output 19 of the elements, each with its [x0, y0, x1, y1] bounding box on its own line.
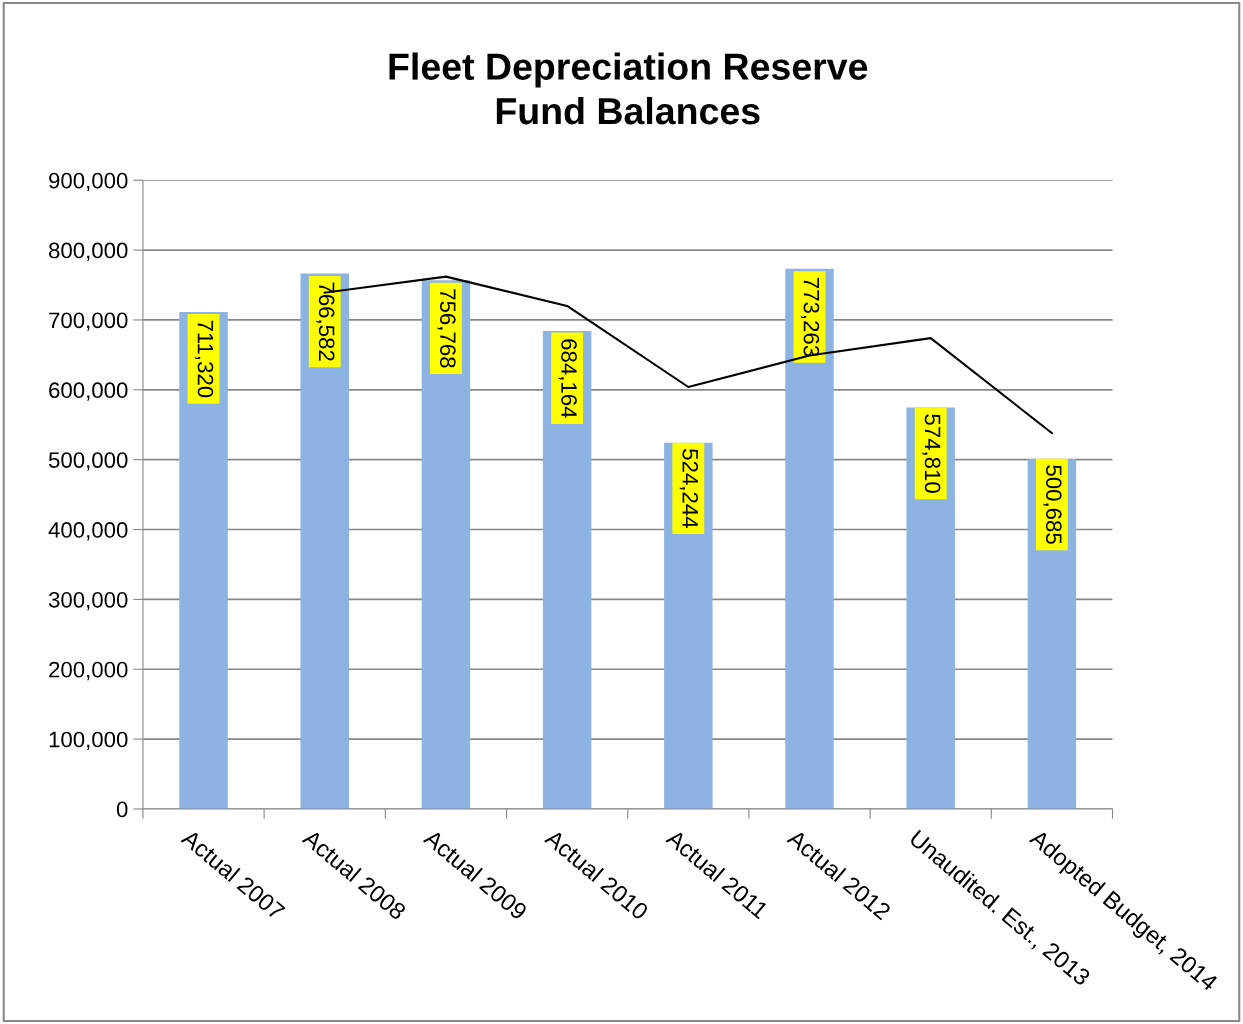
data-label: 500,685	[1043, 465, 1062, 544]
y-tick-label: 600,000	[49, 382, 128, 401]
y-tick-label: 500,000	[48, 452, 128, 471]
y-tick-label: 0	[116, 801, 128, 818]
data-label: 773,263	[800, 278, 820, 357]
y-tick-label: 200,000	[49, 661, 128, 681]
y-tick-label: 100,000	[49, 731, 128, 750]
data-label: 684,164	[558, 339, 577, 418]
y-tick-label: 300,000	[48, 591, 128, 611]
chart-title: Fleet Depreciation Reserve Fund Balances	[389, 52, 868, 125]
data-label: 574,810	[922, 414, 941, 493]
data-label: 756,768	[437, 289, 456, 368]
y-tick-label: 700,000	[49, 312, 128, 331]
y-tick-label: 400,000	[48, 522, 128, 541]
data-label: 766,582	[316, 282, 335, 361]
data-label: 711,320	[194, 320, 214, 398]
y-tick-label: 900,000	[49, 172, 128, 192]
data-label: 524,244	[679, 449, 699, 528]
y-tick-label: 800,000	[49, 242, 128, 261]
